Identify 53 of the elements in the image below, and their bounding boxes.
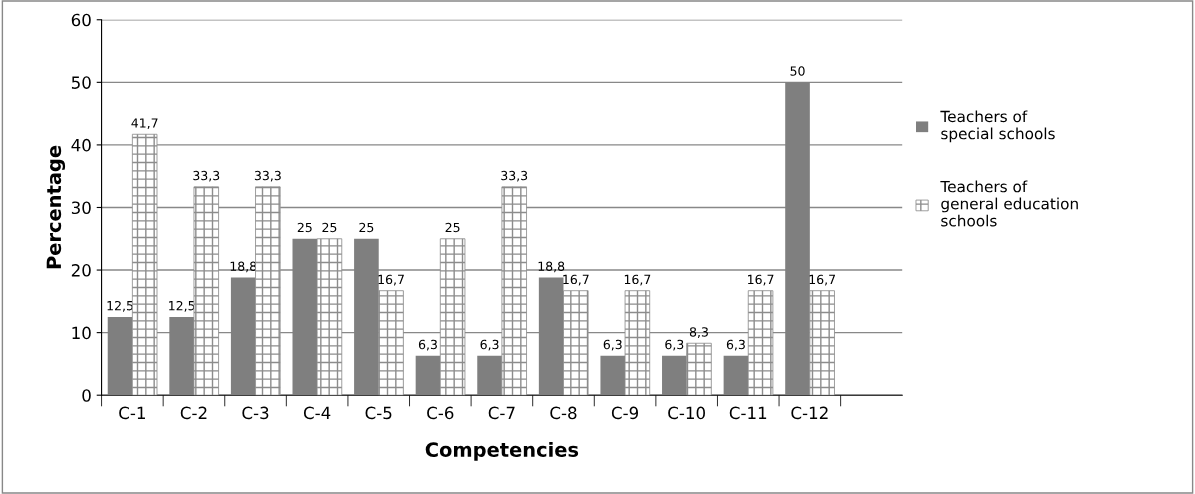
y-axis-title: Percentage <box>46 145 66 269</box>
data-label: 18,8 <box>230 261 257 273</box>
data-label: 50 <box>790 66 805 76</box>
x-tick-label: C-12 <box>791 406 828 420</box>
data-label: 16,7 <box>563 274 589 286</box>
x-tick-label: C-1 <box>119 406 145 420</box>
data-label: 25 <box>322 222 337 233</box>
data-label: 25 <box>445 222 460 233</box>
data-label: 18,8 <box>538 261 565 273</box>
data-label: 16,7 <box>378 274 404 286</box>
data-label: 16,7 <box>809 274 836 286</box>
y-tick-label: 50 <box>71 76 91 89</box>
data-label: 6,3 <box>480 339 499 351</box>
x-tick-label: C-7 <box>488 406 515 420</box>
data-label: 33,3 <box>501 170 528 182</box>
data-label: 33,3 <box>254 170 281 182</box>
data-label: 41,7 <box>131 118 158 129</box>
data-label: 25 <box>359 222 374 233</box>
x-tick-label: C-8 <box>550 406 577 420</box>
x-tick-label: C-3 <box>242 406 269 420</box>
y-tick-label: 60 <box>71 13 91 27</box>
legend-label: Teachers of special schools <box>940 110 1055 143</box>
x-axis-title: Competencies <box>425 441 579 461</box>
y-tick-label: 0 <box>82 389 91 402</box>
bar <box>723 355 749 396</box>
bar <box>477 355 502 396</box>
data-label: 16,7 <box>624 274 651 286</box>
x-tick-label: C-2 <box>180 406 207 420</box>
bar <box>600 355 626 396</box>
data-label: 33,3 <box>193 170 220 182</box>
y-tick-label: 10 <box>72 326 91 340</box>
y-tick-label: 30 <box>71 201 91 215</box>
x-tick-label: C-10 <box>668 406 705 420</box>
y-tick-label: 40 <box>71 138 91 152</box>
data-label: 25 <box>297 222 312 233</box>
data-label: 16,7 <box>748 274 774 286</box>
bar <box>662 355 687 396</box>
data-label: 8,3 <box>689 327 708 338</box>
bar <box>686 342 712 396</box>
data-label: 6,3 <box>665 339 684 351</box>
y-tick-label: 20 <box>71 264 91 277</box>
legend-label: Teachers of general education schools <box>940 180 1078 227</box>
data-label: 6,3 <box>726 339 745 351</box>
x-tick-label: C-4 <box>303 406 331 420</box>
data-label: 12,5 <box>169 300 195 312</box>
data-label: 6,3 <box>418 339 437 351</box>
data-label: 12,5 <box>107 300 133 312</box>
x-tick-label: C-9 <box>611 406 639 420</box>
x-tick-label: C-11 <box>729 406 767 420</box>
data-label: 6,3 <box>603 339 622 351</box>
x-tick-label: C-5 <box>365 406 392 420</box>
x-tick-label: C-6 <box>427 406 454 420</box>
bar <box>415 355 441 396</box>
